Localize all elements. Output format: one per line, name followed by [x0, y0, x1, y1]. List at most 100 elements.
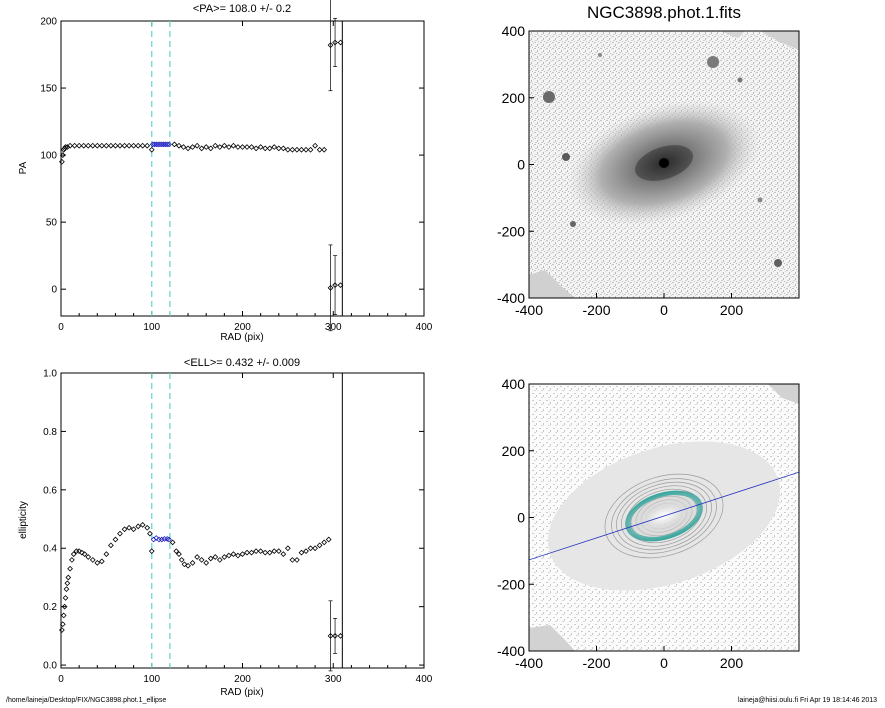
ell-ytick-label: 0.4	[43, 544, 57, 555]
pa-data-point	[226, 144, 232, 150]
pa-xtick-label: 300	[325, 322, 342, 333]
pa-data-point	[280, 145, 287, 152]
img-bot-xtick-label: 200	[720, 655, 744, 671]
ell-data-point	[70, 551, 77, 557]
pa-data-point	[59, 158, 65, 165]
img-bot-xtick-label: -400	[515, 655, 543, 671]
pa-data-point	[112, 142, 119, 149]
pa-data-point	[121, 142, 128, 149]
pa-data-point	[212, 142, 219, 149]
footer-file-path: /home/laineja/Desktop/FIX/NGC3898.phot.1…	[6, 697, 167, 704]
ell-ytick-label: 0.8	[43, 427, 57, 438]
ell-xtick-label: 200	[234, 674, 251, 685]
ell-data-point	[59, 627, 65, 633]
ell-data-point	[203, 559, 210, 566]
ell-data-point	[108, 542, 114, 549]
pa-data-point	[332, 282, 338, 289]
ell-data-point	[158, 536, 165, 543]
pa-data-point	[180, 144, 187, 150]
ell-data-point	[325, 536, 332, 543]
ell-data-point	[189, 559, 196, 566]
ell-data-point	[85, 554, 92, 560]
position-angle-line	[529, 471, 799, 561]
pa-data-point	[71, 142, 78, 149]
pa-data-point	[98, 142, 105, 149]
ell-data-point	[147, 530, 153, 537]
pa-data-point	[135, 142, 142, 149]
img-top-ytick-label: -400	[497, 290, 525, 306]
pa-data-point	[221, 142, 228, 149]
ell-data-point	[212, 554, 219, 560]
pa-data-point	[321, 146, 328, 153]
pa-data-point	[198, 145, 205, 152]
pa-data-point	[271, 144, 278, 150]
pa-data-point	[327, 42, 334, 49]
pa-data-point	[67, 142, 73, 149]
pa-data-point	[289, 146, 296, 153]
pa-ytick-label: 200	[40, 17, 57, 28]
ell-data-point	[81, 551, 88, 557]
pa-data-point	[230, 142, 237, 149]
pa-data-point	[207, 145, 214, 152]
ell-data-point	[226, 552, 232, 559]
pa-data-point	[316, 146, 323, 153]
pa-plot-title: <PA>= 108.0 +/- 0.2	[193, 3, 291, 15]
pa-data-point	[103, 142, 110, 149]
img-bot-ytick-label: -400	[497, 643, 525, 659]
pa-data-point	[185, 145, 191, 152]
pa-data-point	[239, 144, 246, 150]
ell-data-point	[198, 557, 205, 563]
pa-data-point	[266, 145, 273, 152]
ell-ytick-label: 0.6	[43, 485, 57, 496]
pa-data-point	[85, 142, 92, 149]
pa-data-point	[176, 142, 182, 149]
ell-data-point	[117, 530, 123, 537]
pa-data-point	[108, 142, 114, 149]
ell-data-point	[63, 586, 70, 593]
ell-data-point	[169, 539, 176, 546]
pa-data-point	[244, 144, 250, 150]
pa-ytick-label: 0	[51, 285, 57, 296]
pa-data-point	[126, 142, 132, 149]
ell-data-point	[181, 561, 188, 568]
ell-ytick-label: 1.0	[43, 369, 57, 380]
ell-ytick-label: 0.2	[43, 602, 57, 613]
ell-data-point	[121, 526, 128, 533]
pa-data-point	[166, 141, 172, 148]
ell-data-point	[298, 549, 305, 556]
pa-xtick-label: 0	[58, 322, 64, 333]
pa-data-point	[62, 144, 69, 150]
ell-ylabel: ellipticity	[18, 501, 29, 539]
ell-data-point	[62, 595, 69, 601]
ell-data-point	[112, 536, 119, 543]
ell-data-point	[271, 548, 278, 555]
pa-data-point	[117, 142, 123, 149]
pa-data-point	[337, 282, 344, 289]
pa-data-point	[262, 145, 269, 152]
ell-data-point	[235, 552, 241, 559]
img-bot-ytick-label: 400	[502, 376, 526, 392]
ell-data-point	[153, 535, 160, 541]
ell-data-point	[194, 554, 200, 560]
img-bot-ytick-label: 0	[517, 510, 525, 526]
img-top-ytick-label: -200	[497, 223, 525, 239]
img-top-xtick-label: -200	[582, 302, 610, 318]
ell-data-point	[139, 522, 146, 528]
pa-xlabel: RAD (pix)	[220, 332, 263, 343]
ell-data-point	[321, 539, 328, 546]
ell-data-point	[303, 548, 309, 555]
galaxy-image-top: NGC3898.phot.1.fits -400 -200 0 200 -400 -200…	[497, 3, 800, 318]
ell-data-point	[248, 549, 255, 556]
pa-data-point	[80, 142, 87, 149]
ell-data-point	[94, 559, 101, 566]
ell-xtick-label: 300	[325, 674, 342, 685]
ellipticity-profile-plot: <ELL>= 0.432 +/- 0.009 0 100 200 300 400 0.0 0…	[18, 357, 433, 698]
ell-data-point	[280, 551, 287, 557]
ell-data-point	[69, 557, 75, 563]
ell-data-point	[337, 633, 344, 639]
pa-data-point	[171, 141, 178, 148]
pa-data-point	[164, 141, 171, 148]
ell-data-point	[257, 548, 264, 555]
pa-ytick-label: 50	[46, 218, 58, 229]
